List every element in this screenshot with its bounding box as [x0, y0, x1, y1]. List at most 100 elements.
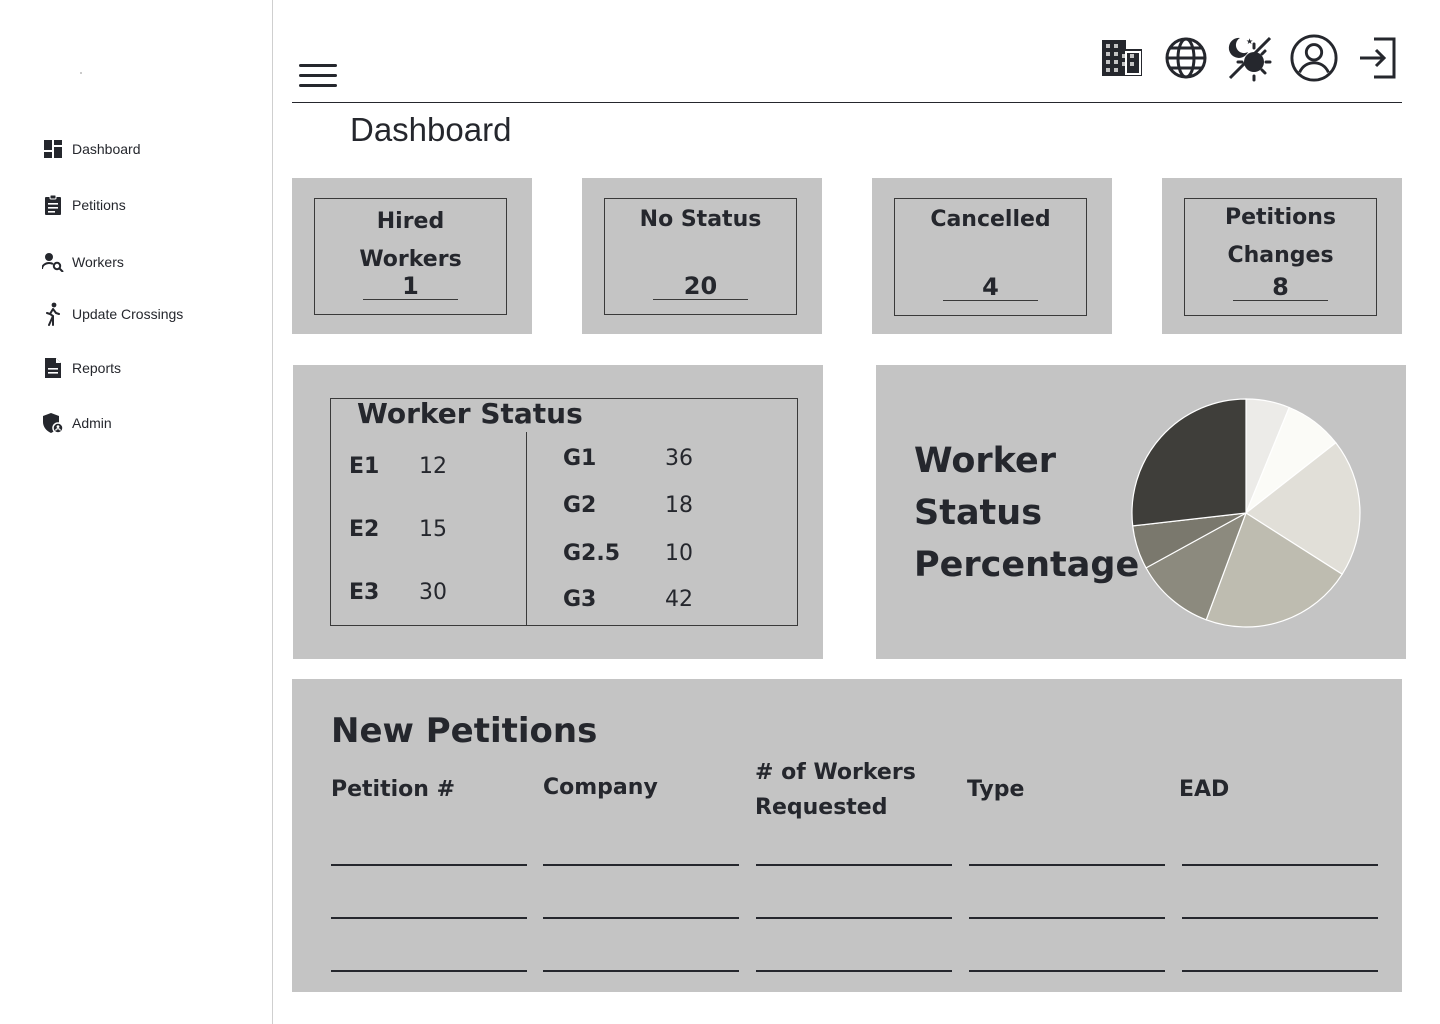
document-icon [42, 357, 64, 379]
sidebar-item-label: Workers [72, 254, 124, 270]
petition-cell-line [543, 970, 739, 972]
status-row-g3: G3 42 [563, 587, 693, 612]
column-header-workers-requested: # of Workers Requested [755, 760, 916, 820]
stat-card-cancelled: Cancelled 4 [872, 178, 1112, 334]
status-value: 36 [665, 446, 693, 471]
logout-icon[interactable] [1354, 34, 1402, 82]
petition-cell-line [756, 970, 952, 972]
petition-cell-line [331, 864, 527, 866]
main-content: ★ Dashboard Hired Workers 1 No Status 20… [273, 0, 1440, 1024]
column-header-petition-number: Petition # [331, 777, 456, 802]
stat-card-no-status: No Status 20 [582, 178, 822, 334]
pie-slice-7 [1131, 398, 1247, 527]
petition-cell-line [756, 917, 952, 919]
chart-title-text: Worker Status Percentage [914, 441, 1140, 585]
stat-label: No Status [639, 207, 762, 232]
globe-icon[interactable] [1162, 34, 1210, 82]
status-key: G2.5 [563, 541, 621, 566]
header-toolbar: ★ [1098, 34, 1402, 82]
person-search-icon [42, 251, 64, 273]
status-row-e3: E3 30 [349, 580, 447, 605]
sidebar-item-label: Dashboard [72, 141, 141, 157]
petition-cell-line [1182, 917, 1378, 919]
status-value: 18 [665, 493, 693, 518]
stat-underline [1233, 300, 1328, 301]
stat-value: 20 [683, 272, 718, 300]
page-title: Dashboard [350, 111, 512, 148]
sidebar-item-update-crossings[interactable]: Update Crossings [42, 302, 183, 326]
stat-underline [363, 299, 458, 300]
status-key: G3 [563, 587, 597, 612]
status-value: 10 [665, 541, 693, 566]
svg-text:★: ★ [1246, 37, 1253, 46]
petition-cell-line [543, 917, 739, 919]
account-icon[interactable] [1290, 34, 1338, 82]
stat-card-box: Cancelled 4 [894, 198, 1087, 316]
status-key: E3 [349, 580, 380, 605]
pie-slice-5 [1145, 511, 1248, 621]
stat-value: 4 [982, 273, 999, 301]
theme-toggle-icon[interactable]: ★ [1226, 34, 1274, 82]
header-divider [292, 102, 1402, 103]
sidebar: Dashboard Petitions Workers Update Cross… [0, 0, 273, 1024]
building-icon[interactable] [1098, 34, 1146, 82]
pie-chart [1131, 398, 1361, 628]
column-header-type: Type [967, 777, 1025, 802]
pie-slice-4 [1205, 512, 1344, 628]
petition-cell-line [543, 864, 739, 866]
petition-cell-line [331, 917, 527, 919]
stat-label: Cancelled [930, 207, 1051, 232]
stat-card-box: Petitions Changes 8 [1184, 198, 1377, 316]
status-value: 30 [419, 580, 447, 605]
stat-underline [943, 300, 1038, 301]
petition-cell-line [1182, 864, 1378, 866]
menu-toggle-button[interactable] [299, 64, 337, 90]
status-row-g2: G2 18 [563, 493, 693, 518]
stat-card-hired-workers: Hired Workers 1 [292, 178, 532, 334]
status-key: G2 [563, 493, 597, 518]
worker-status-percentage-card: Worker Status Percentage [876, 365, 1406, 659]
sidebar-item-label: Reports [72, 360, 122, 376]
dashboard-icon [42, 138, 64, 160]
stat-card-petitions-changes: Petitions Changes 8 [1162, 178, 1402, 334]
petition-cell-line [969, 917, 1165, 919]
worker-status-title: Worker Status [357, 397, 583, 430]
logo [80, 72, 82, 74]
status-value: 15 [419, 517, 447, 542]
sidebar-item-admin[interactable]: Admin [42, 412, 112, 434]
worker-status-box: Worker Status E1 12 E2 15 E3 30 G1 36 G2 18 G… [330, 397, 798, 626]
walking-icon [42, 302, 64, 326]
pie-slice-3 [1244, 441, 1361, 576]
status-row-e2: E2 15 [349, 517, 447, 542]
stat-label: Hired Workers [359, 209, 462, 272]
petition-cell-line [969, 970, 1165, 972]
stat-value: 8 [1272, 273, 1289, 301]
status-key: G1 [563, 446, 597, 471]
stat-underline [653, 299, 748, 300]
stat-card-box: Hired Workers 1 [314, 198, 507, 315]
new-petitions-title: New Petitions [331, 711, 598, 751]
column-header-ead: EAD [1179, 777, 1230, 802]
chart-title: Worker Status Percentage [914, 435, 1140, 591]
sidebar-item-petitions[interactable]: Petitions [42, 194, 126, 216]
status-row-g1: G1 36 [563, 446, 693, 471]
petition-cell-line [969, 864, 1165, 866]
status-value: 42 [665, 587, 693, 612]
status-value: 12 [419, 454, 447, 479]
stat-value: 1 [402, 272, 419, 300]
status-row-g2-5: G2.5 10 [563, 541, 693, 566]
sidebar-item-label: Admin [72, 415, 112, 431]
sidebar-item-dashboard[interactable]: Dashboard [42, 138, 141, 160]
petition-cell-line [1182, 970, 1378, 972]
status-key: E2 [349, 517, 380, 542]
status-row-e1: E1 12 [349, 454, 447, 479]
hamburger-icon [299, 64, 337, 87]
sidebar-item-reports[interactable]: Reports [42, 357, 121, 379]
clipboard-icon [42, 194, 64, 216]
worker-status-card: Worker Status E1 12 E2 15 E3 30 G1 36 G2 18 G… [293, 365, 823, 659]
sidebar-item-workers[interactable]: Workers [42, 251, 124, 273]
column-header-company: Company [543, 775, 658, 800]
petition-cell-line [756, 864, 952, 866]
worker-status-divider [526, 432, 527, 626]
sidebar-item-label: Petitions [72, 197, 126, 213]
